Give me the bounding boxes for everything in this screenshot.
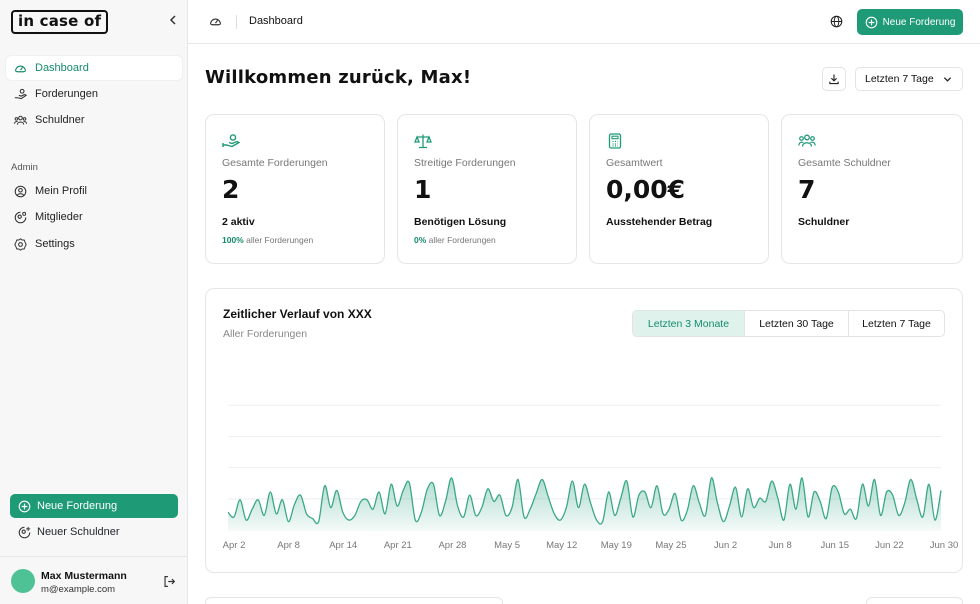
range-option-30-days[interactable]: Letzten 30 Tage bbox=[744, 311, 848, 336]
x-tick-label: Apr 2 bbox=[223, 540, 246, 551]
hand-coins-icon bbox=[13, 87, 27, 101]
sidebar-item-mein-profil[interactable]: Mein Profil bbox=[6, 179, 182, 203]
stat-card-disputed-claims: Streitige Forderungen 1 Benötigen Lösung… bbox=[397, 114, 577, 264]
x-tick-label: May 25 bbox=[655, 540, 686, 551]
card-footnote-text: aller Forderungen bbox=[426, 235, 496, 245]
card-title: Gesamte Schuldner bbox=[798, 157, 891, 169]
sidebar-item-label: Settings bbox=[35, 238, 75, 250]
card-subtitle: Benötigen Lösung bbox=[414, 216, 507, 228]
range-option-7-days[interactable]: Letzten 7 Tage bbox=[848, 311, 944, 336]
admin-section-label: Admin bbox=[11, 162, 38, 173]
area-chart: Apr 2 Apr 8 Apr 14 Apr 21 Apr 28 May 5 May 12 M… bbox=[223, 404, 959, 551]
hand-coins-icon bbox=[222, 133, 241, 149]
x-tick-label: Apr 28 bbox=[438, 540, 466, 551]
collapse-sidebar-icon[interactable] bbox=[166, 13, 180, 29]
x-tick-label: May 19 bbox=[601, 540, 632, 551]
plus-circle-icon bbox=[865, 16, 878, 29]
new-debtor-label: Neuer Schuldner bbox=[37, 526, 120, 538]
sidebar-item-label: Dashboard bbox=[35, 62, 89, 74]
bottom-panel bbox=[205, 597, 503, 604]
breadcrumb-divider bbox=[236, 15, 237, 29]
card-title: Streitige Forderungen bbox=[414, 157, 516, 169]
app-logo[interactable]: in case of bbox=[11, 10, 109, 34]
new-claim-label: Neue Forderung bbox=[882, 16, 956, 28]
sidebar-item-label: Schuldner bbox=[35, 114, 85, 126]
chart-card: Zeitlicher Verlauf von XXX Aller Forderu… bbox=[205, 288, 963, 573]
x-tick-label: Jun 22 bbox=[875, 540, 904, 551]
x-tick-label: May 5 bbox=[494, 540, 520, 551]
card-title: Gesamte Forderungen bbox=[222, 157, 328, 169]
chart-area-fill bbox=[228, 477, 941, 531]
stat-card-total-debtors: Gesamte Schuldner 7 Schuldner bbox=[781, 114, 963, 264]
users-icon bbox=[798, 133, 816, 149]
new-debtor-sidebar-button[interactable]: Neuer Schuldner bbox=[10, 520, 178, 544]
card-value: 2 bbox=[222, 175, 240, 204]
logout-icon[interactable] bbox=[163, 575, 177, 589]
sidebar-item-settings[interactable]: Settings bbox=[6, 232, 182, 256]
sidebar-item-forderungen[interactable]: Forderungen bbox=[6, 82, 182, 106]
gear-icon bbox=[13, 237, 27, 251]
x-tick-label: Jun 30 bbox=[930, 540, 959, 551]
page-title: Willkommen zurück, Max! bbox=[205, 67, 472, 88]
bottom-panel-right bbox=[866, 597, 963, 604]
stat-card-total-claims: Gesamte Forderungen 2 2 aktiv 100% aller… bbox=[205, 114, 385, 264]
card-title: Gesamtwert bbox=[606, 157, 663, 169]
x-tick-label: Apr 14 bbox=[329, 540, 357, 551]
sidebar-item-label: Mein Profil bbox=[35, 185, 87, 197]
scale-icon bbox=[414, 133, 432, 149]
chart-subtitle: Aller Forderungen bbox=[223, 328, 308, 340]
stat-card-total-value: Gesamtwert 0,00€ Ausstehender Betrag bbox=[589, 114, 769, 264]
x-tick-label: May 12 bbox=[546, 540, 577, 551]
user-name: Max Mustermann bbox=[41, 570, 127, 582]
sidebar-item-dashboard[interactable]: Dashboard bbox=[6, 56, 182, 80]
download-button[interactable] bbox=[822, 67, 846, 91]
x-tick-label: Apr 8 bbox=[277, 540, 300, 551]
dashboard-gauge-icon[interactable] bbox=[209, 15, 223, 29]
user-cog-icon bbox=[13, 210, 27, 224]
new-claim-label: Neue Forderung bbox=[37, 500, 118, 512]
card-subtitle: Ausstehender Betrag bbox=[606, 216, 713, 228]
card-subtitle: Schuldner bbox=[798, 216, 850, 228]
chart-title: Zeitlicher Verlauf von XXX bbox=[223, 307, 372, 321]
breadcrumb: Dashboard bbox=[249, 15, 303, 27]
globe-icon[interactable] bbox=[830, 15, 844, 29]
download-icon bbox=[829, 74, 839, 85]
users-icon bbox=[13, 113, 27, 127]
x-tick-label: Apr 21 bbox=[384, 540, 412, 551]
sidebar-item-mitglieder[interactable]: Mitglieder bbox=[6, 205, 182, 229]
new-claim-button[interactable]: Neue Forderung bbox=[857, 9, 963, 35]
topbar: Dashboard Neue Forderung bbox=[188, 0, 980, 44]
user-plus-icon bbox=[17, 525, 31, 539]
card-percent: 0% bbox=[414, 235, 427, 245]
range-select-value: Letzten 7 Tage bbox=[865, 73, 934, 85]
dashboard-gauge-icon bbox=[13, 61, 27, 75]
calculator-icon bbox=[606, 133, 624, 149]
card-footnote: 0% aller Forderungen bbox=[414, 235, 496, 245]
sidebar: in case of Dashboard Forderungen Schuldn… bbox=[0, 0, 188, 604]
sidebar-item-schuldner[interactable]: Schuldner bbox=[6, 108, 182, 132]
sidebar-item-label: Mitglieder bbox=[35, 211, 83, 223]
x-tick-label: Jun 8 bbox=[769, 540, 792, 551]
chevron-down-icon bbox=[943, 77, 952, 82]
card-footnote: 100% aller Forderungen bbox=[222, 235, 313, 245]
plus-circle-icon bbox=[17, 499, 31, 513]
x-tick-label: Jun 2 bbox=[714, 540, 737, 551]
range-option-3-months[interactable]: Letzten 3 Monate bbox=[633, 311, 744, 336]
new-claim-sidebar-button[interactable]: Neue Forderung bbox=[10, 494, 178, 518]
range-select[interactable]: Letzten 7 Tage bbox=[855, 67, 963, 91]
card-value: 1 bbox=[414, 175, 432, 204]
x-tick-label: Jun 15 bbox=[821, 540, 850, 551]
sidebar-item-label: Forderungen bbox=[35, 88, 98, 100]
chart-series-line bbox=[227, 477, 942, 525]
time-range-toggle: Letzten 3 Monate Letzten 30 Tage Letzten… bbox=[632, 310, 945, 337]
user-email: m@example.com bbox=[41, 584, 116, 595]
user-circle-icon bbox=[13, 184, 27, 198]
card-value: 7 bbox=[798, 175, 816, 204]
card-footnote-text: aller Forderungen bbox=[243, 235, 314, 245]
card-value: 0,00€ bbox=[606, 175, 686, 204]
user-profile: Max Mustermann m@example.com bbox=[0, 556, 188, 604]
avatar[interactable] bbox=[11, 569, 35, 593]
card-percent: 100% bbox=[222, 235, 244, 245]
card-subtitle: 2 aktiv bbox=[222, 216, 255, 228]
